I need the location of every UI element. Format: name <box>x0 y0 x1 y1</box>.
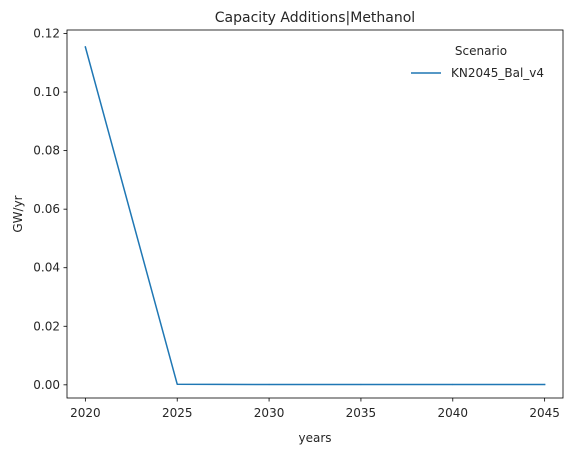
y-tick-label: 0.10 <box>33 85 60 99</box>
x-tick-label: 2045 <box>529 406 560 420</box>
series-layer <box>84 46 546 386</box>
y-tick-label: 0.00 <box>33 378 60 392</box>
x-tick-label: 2040 <box>438 406 469 420</box>
y-axis-ticks: 0.00 0.02 0.04 0.06 0.08 0.10 0.12 <box>33 27 67 392</box>
y-tick-label: 0.08 <box>33 144 60 158</box>
legend: Scenario KN2045_Bal_v4 <box>411 44 544 80</box>
x-axis-ticks: 2020 2025 2030 2035 2040 2045 <box>70 398 560 420</box>
data-point <box>268 383 270 386</box>
legend-title: Scenario <box>455 44 507 58</box>
chart-title: Capacity Additions|Methanol <box>215 10 415 26</box>
data-point <box>84 46 86 48</box>
plot-frame <box>66 29 564 399</box>
y-tick-label: 0.04 <box>33 261 60 275</box>
x-tick-label: 2020 <box>70 406 101 420</box>
y-tick-label: 0.06 <box>33 202 60 216</box>
legend-entry-label: KN2045_Bal_v4 <box>451 66 544 80</box>
y-tick-label: 0.02 <box>33 319 60 333</box>
data-point <box>544 383 546 386</box>
y-tick-label: 0.12 <box>33 27 60 41</box>
x-axis-label: years <box>298 431 331 445</box>
x-tick-label: 2035 <box>346 406 377 420</box>
x-tick-label: 2025 <box>162 406 193 420</box>
x-tick-label: 2030 <box>254 406 285 420</box>
y-axis-label: GW/yr <box>11 195 25 232</box>
series-line <box>84 46 546 386</box>
data-point <box>452 383 454 386</box>
data-point <box>176 383 178 385</box>
data-point <box>360 383 362 386</box>
